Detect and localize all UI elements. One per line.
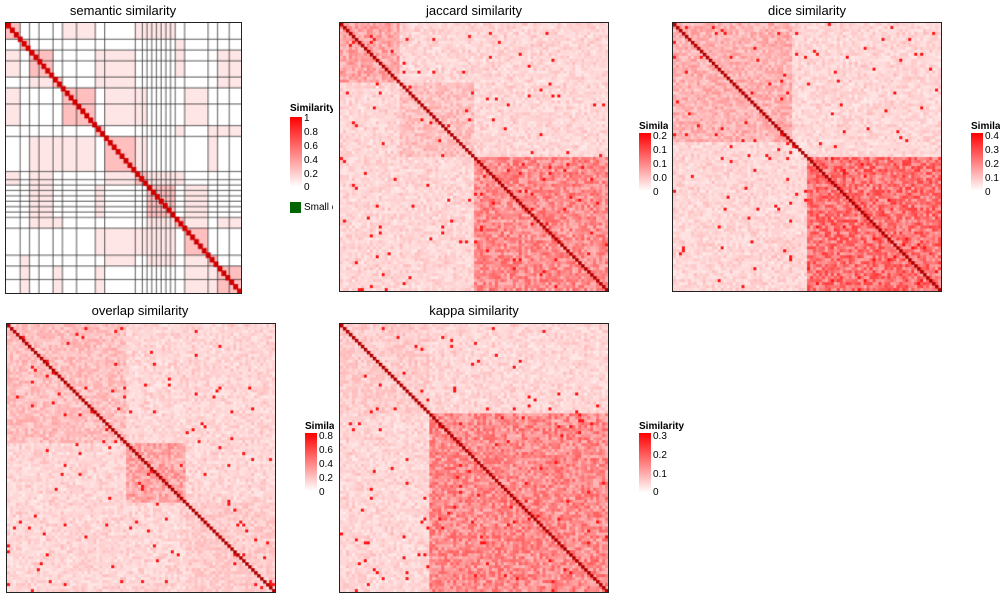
legend-color-bar xyxy=(290,117,302,187)
small-cluster-swatch xyxy=(290,202,301,213)
legend-title: Similarity xyxy=(971,121,1000,132)
legend-tick: 0.6 xyxy=(319,445,333,456)
panel-title-dice: dice similarity xyxy=(767,3,847,18)
legend-tick: 0.4 xyxy=(985,131,999,142)
legend-tick: 0.2 xyxy=(653,131,667,142)
legend-tick: 0 xyxy=(304,182,310,193)
legend-tick: 0 xyxy=(985,187,991,198)
legend-title: Similarity xyxy=(639,421,685,432)
panel-title-jaccard: jaccard similarity xyxy=(425,3,523,18)
legend-tick: 0.1 xyxy=(653,159,667,170)
legend-tick: 0.2 xyxy=(319,473,333,484)
heatmap-kappa xyxy=(339,323,609,593)
legend-tick: 0.3 xyxy=(985,145,999,156)
legend-tick: 0.6 xyxy=(304,141,318,152)
legend-color-bar xyxy=(971,133,983,191)
legend-tick: 0.4 xyxy=(304,155,318,166)
legend-tick: 0.8 xyxy=(304,127,318,138)
panel-title-overlap: overlap similarity xyxy=(91,303,189,318)
heatmap-semantic xyxy=(5,22,242,294)
legend-tick: 0.1 xyxy=(985,173,999,184)
legend-tick: 0.1 xyxy=(653,145,667,156)
legend-tick: 0.1 xyxy=(653,469,667,480)
legend-tick: 0.0 xyxy=(653,173,667,184)
heatmap-dice xyxy=(672,22,942,292)
legend-title: Similarity xyxy=(290,103,333,114)
legend-tick: 0.3 xyxy=(653,431,667,442)
panel-title-kappa: kappa similarity xyxy=(429,303,519,318)
small-cluster-label: Small cluster xyxy=(304,202,333,213)
heatmap-jaccard xyxy=(339,22,609,292)
panel-title-semantic: semantic similarity xyxy=(69,3,177,18)
legend-tick: 0.8 xyxy=(319,431,333,442)
legend-tick: 0 xyxy=(653,187,659,198)
legend-tick: 0.2 xyxy=(304,169,318,180)
legend-tick: 0.2 xyxy=(653,450,667,461)
heatmap-overlap xyxy=(6,323,276,593)
legend-tick: 0 xyxy=(319,487,325,498)
legend-title: Similarity xyxy=(639,121,668,132)
legend-color-bar xyxy=(639,133,651,191)
legend-tick: 1 xyxy=(304,113,310,124)
legend-color-bar xyxy=(639,433,651,493)
legend-title: Similarity xyxy=(305,421,334,432)
legend-tick: 0.4 xyxy=(319,459,333,470)
legend-tick: 0.2 xyxy=(985,159,999,170)
legend-color-bar xyxy=(305,433,317,491)
legend-tick: 0 xyxy=(653,487,659,498)
